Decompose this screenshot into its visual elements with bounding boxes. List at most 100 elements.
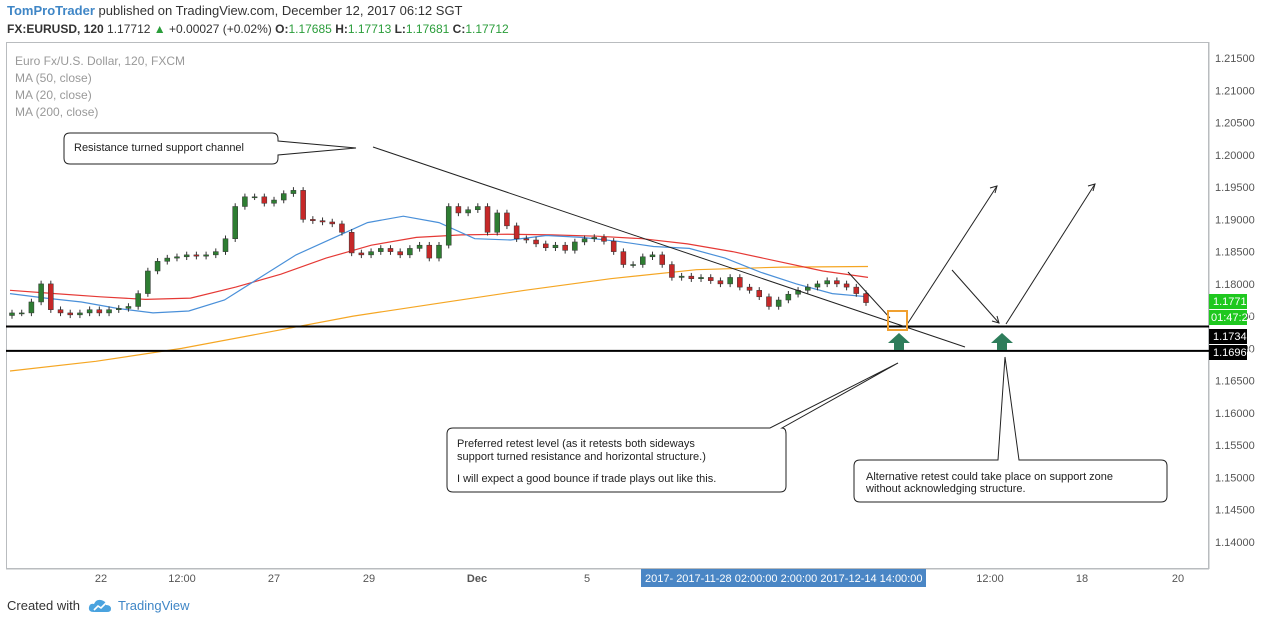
legend-title: Euro Fx/U.S. Dollar, 120, FXCM (15, 54, 185, 68)
candle-body (775, 299, 782, 307)
series-legend: Euro Fx/U.S. Dollar, 120, FXCM MA (50, c… (15, 54, 185, 119)
candle-body (465, 209, 471, 214)
candle-body (853, 286, 860, 294)
candle-body (271, 199, 277, 204)
candle-body (523, 238, 530, 241)
close-value: 1.17712 (465, 22, 509, 36)
time-tick-label: 12:00 (976, 573, 1004, 585)
candle-body (601, 237, 607, 242)
candle-body (416, 244, 423, 249)
level1-tag-text: 1.17340 (1213, 331, 1253, 343)
candle-body (164, 257, 171, 262)
candle-body (368, 251, 374, 256)
callout-preferred-line1: Preferred retest level (as it retests bo… (457, 438, 695, 450)
level1-tag (1209, 329, 1247, 344)
candle-body (96, 309, 103, 314)
arrowhead-icon (991, 315, 1000, 324)
candle-body (135, 293, 141, 307)
candle-body (552, 244, 559, 249)
legend-ma-50: MA (50, close) (15, 71, 92, 85)
candlesticks (9, 187, 869, 319)
candle-body (669, 264, 675, 278)
candle-body (174, 256, 180, 259)
callout-preferred[interactable]: Preferred retest level (as it retests bo… (446, 362, 899, 493)
candle-body (407, 248, 413, 256)
time-tick-label: 22 (95, 573, 107, 585)
candle-body (562, 244, 568, 251)
last-price-tag (1209, 294, 1247, 309)
candle-body (145, 270, 151, 294)
trendline-short[interactable] (847, 271, 891, 319)
projection-arrow-2[interactable] (951, 269, 1000, 324)
price-tick-label: 1.15500 (1215, 440, 1255, 452)
price-tick-label: 1.18000 (1215, 279, 1255, 291)
candle-body (261, 196, 268, 204)
candle-body (203, 254, 209, 257)
time-range-text: 2017- 2017-11-28 02:00:00 2:00:00 2017-1… (645, 573, 922, 585)
candle-body (756, 290, 762, 298)
price-tick-label: 1.19000 (1215, 214, 1255, 226)
author-link[interactable]: TomProTrader (7, 3, 95, 18)
candle-body (805, 286, 811, 291)
price-tick-label: 1.18500 (1215, 247, 1255, 259)
up-arrow-icon (888, 333, 910, 350)
projection-arrow-1[interactable] (905, 185, 998, 327)
time-tick-label: 20 (1172, 573, 1184, 585)
candle-body (591, 237, 598, 239)
candle-body (232, 206, 238, 239)
trendline-channel[interactable] (372, 146, 966, 348)
candle-body (543, 243, 549, 249)
projection-arrow-3[interactable] (1005, 183, 1096, 325)
countdown-tag (1209, 310, 1247, 325)
tradingview-link[interactable]: TradingView (88, 598, 190, 613)
candle-body (863, 293, 869, 303)
candle-body (38, 283, 44, 303)
candle-body (581, 238, 588, 243)
candle-body (610, 241, 617, 252)
drawings (372, 146, 1096, 348)
candle-body (9, 312, 15, 316)
callout-channel-text: Resistance turned support channel (74, 142, 244, 154)
ma-200-line (9, 265, 869, 372)
time-tick-label: 29 (363, 573, 375, 585)
candle-body (688, 275, 695, 279)
time-tick-label: Dec (467, 573, 487, 585)
legend-ma-20: MA (20, close) (15, 88, 92, 102)
publish-header: TomProTrader published on TradingView.co… (7, 3, 463, 18)
candle-body (280, 193, 287, 201)
time-range-highlight (641, 569, 926, 587)
candle-body (116, 308, 122, 310)
candle-body (28, 301, 35, 314)
candle-body (746, 286, 753, 291)
time-tick-label: 27 (268, 573, 280, 585)
close-key: C: (452, 22, 466, 36)
price-tick-label: 1.14000 (1215, 537, 1255, 549)
low-key: L: (394, 22, 406, 36)
up-arrow-icon (991, 333, 1013, 350)
candle-body (348, 232, 355, 254)
symbol-label: FX:EURUSD, 120 (7, 22, 104, 36)
candle-body (222, 238, 229, 252)
price-tick-label: 1.19500 (1215, 182, 1255, 194)
candle-body (843, 283, 850, 288)
horizontal-levels (6, 325, 1209, 352)
candle-body (57, 309, 64, 314)
callout-channel[interactable]: Resistance turned support channel (63, 132, 357, 165)
legend-ma-200: MA (200, close) (15, 105, 98, 119)
candle-body (475, 206, 481, 210)
candle-body (358, 252, 365, 256)
candle-body (77, 312, 83, 316)
arrowhead-icon (989, 185, 998, 194)
arrowhead-icon (1087, 183, 1096, 192)
price-tick-label: 1.21500 (1215, 53, 1255, 65)
open-value: 1.17685 (288, 22, 332, 36)
callout-preferred-line2: support turned resistance and horizontal… (457, 451, 706, 463)
candle-body (484, 206, 491, 233)
callout-alternative[interactable]: Alternative retest could take place on s… (853, 356, 1168, 503)
candle-body (707, 277, 714, 281)
candle-body (824, 280, 830, 285)
candle-body (106, 309, 112, 314)
time-tick-label: 12:00 (168, 573, 196, 585)
